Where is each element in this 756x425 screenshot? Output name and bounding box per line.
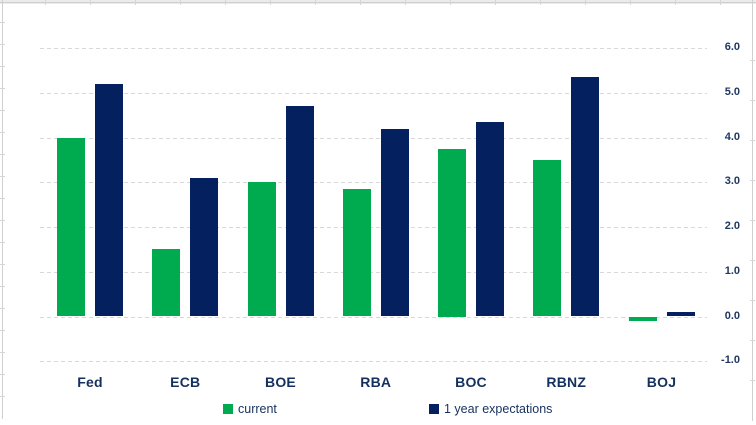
sheet-gridline-tick [0, 396, 5, 397]
x-axis-category-label: Fed [77, 374, 103, 390]
sheet-gridline-tick [0, 220, 5, 221]
sheet-gridline-tick [0, 264, 5, 265]
sheet-gridline-tick [0, 198, 5, 199]
sheet-gridline-tick [0, 66, 5, 67]
legend-label: current [238, 402, 277, 416]
sheet-gridline-tick [750, 220, 755, 221]
bar-current-boj [628, 316, 657, 321]
bar-current-rbnz [533, 160, 562, 317]
sheet-edge-right [752, 0, 753, 421]
x-axis-category-label: RBNZ [546, 374, 587, 390]
bar-current-boc [438, 148, 466, 317]
bar-1-year-expectations-rba [380, 128, 409, 317]
gridline [40, 137, 707, 139]
sheet-gridline-tick [45, 0, 46, 5]
y-axis-tick-label: -1.0 [721, 354, 740, 367]
bar-1-year-expectations-boc [476, 122, 504, 317]
y-axis-tick-label: 3.0 [724, 175, 740, 188]
sheet-gridline-tick [540, 0, 541, 5]
gridline [40, 227, 707, 229]
sheet-gridline-tick [0, 286, 5, 287]
sheet-gridline-tick [0, 110, 5, 111]
y-axis-tick-label: 5.0 [724, 86, 740, 98]
legend-label: 1 year expectations [444, 402, 553, 416]
sheet-gridline-tick [270, 0, 271, 5]
sheet-gridline-tick [225, 0, 226, 5]
bar-1-year-expectations-boj [666, 312, 695, 317]
gridline [40, 271, 707, 273]
gridline [40, 316, 707, 318]
bar-current-fed [57, 137, 85, 317]
sheet-gridline-tick [750, 380, 755, 381]
bar-current-boe [247, 182, 276, 317]
legend-item: 1 year expectations [429, 402, 552, 416]
y-axis-tick-label: 0.0 [724, 309, 740, 322]
sheet-gridline-tick [675, 0, 676, 5]
sheet-gridline-tick [135, 0, 136, 5]
gridline [40, 361, 707, 363]
sheet-gridline-tick [750, 100, 755, 101]
sheet-gridline-tick [0, 154, 5, 155]
sheet-gridline-tick [360, 0, 361, 5]
sheet-gridline-tick [750, 300, 755, 301]
sheet-gridline-tick [0, 22, 5, 23]
sheet-gridline-tick [180, 0, 181, 5]
sheet-gridline-tick [450, 0, 451, 5]
x-axis-category-label: BOE [265, 374, 296, 390]
sheet-gridline-tick [0, 308, 5, 309]
bar-1-year-expectations-boe [285, 106, 314, 317]
gridline [40, 93, 707, 94]
bar-current-ecb [152, 249, 181, 317]
y-axis-tick-label: 4.0 [724, 130, 740, 143]
sheet-edge-left [2, 0, 3, 419]
sheet-gridline-tick [0, 374, 5, 375]
sheet-edge-top [0, 2, 756, 3]
x-axis-category-label: BOC [455, 374, 487, 390]
y-axis-tick-label: 1.0 [724, 264, 740, 277]
sheet-gridline-tick [750, 340, 755, 341]
sheet-gridline-tick [720, 0, 721, 5]
y-axis-tick-label: 6.0 [724, 41, 740, 54]
x-axis-category-label: RBA [360, 374, 392, 390]
gridline [40, 182, 707, 184]
sheet-gridline-tick [90, 0, 91, 5]
sheet-gridline-tick [0, 88, 5, 89]
legend-item: current [223, 402, 277, 416]
sheet-gridline-tick [405, 0, 406, 5]
bar-current-rba [342, 189, 371, 317]
sheet-gridline-tick [495, 0, 496, 5]
sheet-gridline-tick [0, 352, 5, 353]
sheet-gridline-tick [585, 0, 586, 5]
sheet-gridline-tick [750, 260, 755, 261]
sheet-gridline-tick [0, 242, 5, 243]
sheet-gridline-tick [750, 140, 755, 141]
gridline [40, 48, 707, 50]
sheet-gridline-tick [315, 0, 316, 5]
y-axis-tick-label: 2.0 [724, 220, 740, 233]
sheet-gridline-tick [630, 0, 631, 5]
x-axis-category-label: ECB [170, 374, 201, 390]
sheet-gridline-tick [0, 44, 5, 45]
bar-1-year-expectations-ecb [190, 177, 219, 317]
legend-swatch-1-year-expectations [429, 404, 439, 414]
legend-swatch-current [223, 404, 233, 414]
sheet-gridline-tick [0, 176, 5, 177]
bar-1-year-expectations-fed [95, 84, 123, 317]
bar-1-year-expectations-rbnz [571, 77, 600, 317]
x-axis-category-label: BOJ [646, 374, 677, 390]
sheet-gridline-tick [750, 60, 755, 61]
sheet-gridline-tick [0, 330, 5, 331]
sheet-gridline-tick [0, 132, 5, 133]
sheet-gridline-tick [750, 180, 755, 181]
